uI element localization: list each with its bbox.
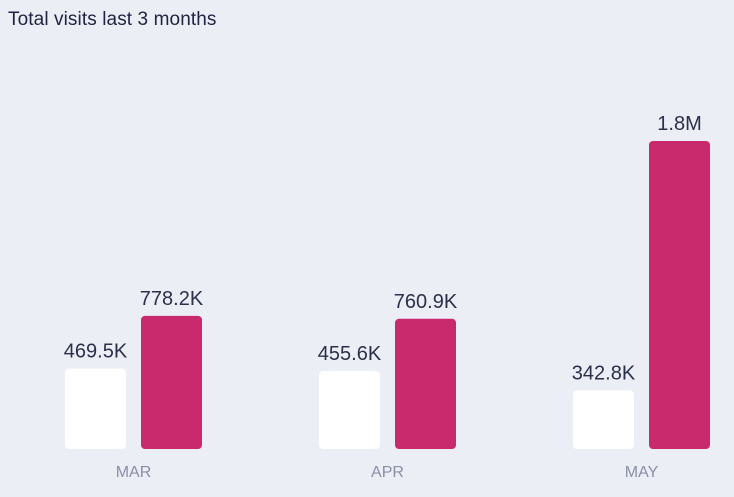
bar-group-may: 342.8K 1.8M MAY — [572, 113, 710, 481]
bar-group-mar: 469.5K 778.2K MAR — [64, 288, 204, 481]
data-label-may-series-2: 1.8M — [657, 113, 701, 135]
bar-mar-series-2[interactable] — [141, 315, 202, 449]
chart-title: Total visits last 3 months — [8, 9, 217, 30]
bar-apr-series-1[interactable] — [319, 371, 380, 449]
data-label-apr-series-2: 760.9K — [394, 291, 458, 313]
category-label-mar: MAR — [116, 464, 152, 481]
bar-group-apr: 455.6K 760.9K APR — [318, 291, 458, 481]
bar-mar-series-1[interactable] — [65, 368, 126, 449]
category-label-apr: APR — [371, 464, 404, 481]
data-label-apr-series-1: 455.6K — [318, 343, 382, 365]
bar-apr-series-2[interactable] — [395, 318, 456, 449]
bar-may-series-1[interactable] — [573, 390, 634, 449]
data-label-may-series-1: 342.8K — [572, 362, 636, 384]
bar-may-series-2[interactable] — [649, 141, 710, 449]
data-label-mar-series-1: 469.5K — [64, 341, 128, 363]
data-label-mar-series-2: 778.2K — [140, 288, 204, 310]
category-label-may: MAY — [625, 464, 659, 481]
